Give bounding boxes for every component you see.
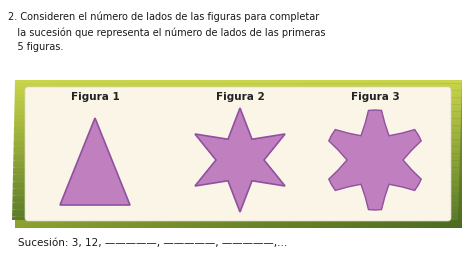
- Polygon shape: [14, 104, 461, 108]
- Polygon shape: [14, 111, 461, 115]
- Polygon shape: [12, 203, 458, 206]
- Polygon shape: [13, 168, 459, 171]
- Polygon shape: [12, 206, 458, 210]
- Polygon shape: [14, 143, 460, 147]
- Polygon shape: [12, 213, 458, 217]
- Polygon shape: [14, 129, 461, 133]
- Polygon shape: [12, 217, 458, 220]
- Text: 5 figuras.: 5 figuras.: [8, 42, 64, 52]
- Polygon shape: [15, 80, 462, 83]
- Polygon shape: [60, 118, 130, 205]
- Text: 2. Consideren el número de lados de las figuras para completar: 2. Consideren el número de lados de las …: [8, 12, 319, 23]
- Polygon shape: [14, 136, 460, 140]
- Polygon shape: [15, 83, 462, 87]
- Polygon shape: [14, 119, 461, 122]
- Polygon shape: [14, 133, 461, 136]
- Polygon shape: [12, 192, 459, 196]
- Polygon shape: [195, 108, 285, 212]
- Text: Figura 3: Figura 3: [351, 92, 400, 102]
- Text: la sucesión que representa el número de lados de las primeras: la sucesión que representa el número de …: [8, 27, 326, 37]
- Polygon shape: [15, 101, 461, 104]
- Polygon shape: [14, 115, 461, 119]
- Text: Sucesión: 3, 12, —————, —————, —————,...: Sucesión: 3, 12, —————, —————, —————,...: [18, 238, 287, 248]
- Polygon shape: [13, 161, 460, 164]
- Polygon shape: [13, 147, 460, 150]
- Polygon shape: [13, 157, 460, 161]
- Polygon shape: [13, 182, 459, 185]
- Polygon shape: [13, 164, 460, 168]
- Polygon shape: [13, 154, 460, 157]
- Polygon shape: [13, 185, 459, 189]
- Polygon shape: [13, 171, 459, 175]
- Polygon shape: [13, 189, 459, 192]
- Polygon shape: [15, 90, 462, 94]
- Polygon shape: [14, 126, 461, 129]
- Polygon shape: [329, 110, 421, 210]
- Polygon shape: [15, 94, 462, 97]
- Polygon shape: [15, 87, 462, 90]
- Text: Figura 1: Figura 1: [71, 92, 119, 102]
- Polygon shape: [14, 140, 460, 143]
- Polygon shape: [12, 196, 459, 199]
- Polygon shape: [13, 175, 459, 178]
- Text: Figura 2: Figura 2: [216, 92, 264, 102]
- Polygon shape: [12, 210, 458, 213]
- Polygon shape: [15, 97, 462, 101]
- Polygon shape: [12, 199, 459, 203]
- Polygon shape: [14, 108, 461, 111]
- Polygon shape: [13, 150, 460, 154]
- Polygon shape: [13, 178, 459, 182]
- Polygon shape: [14, 122, 461, 126]
- FancyBboxPatch shape: [25, 87, 451, 221]
